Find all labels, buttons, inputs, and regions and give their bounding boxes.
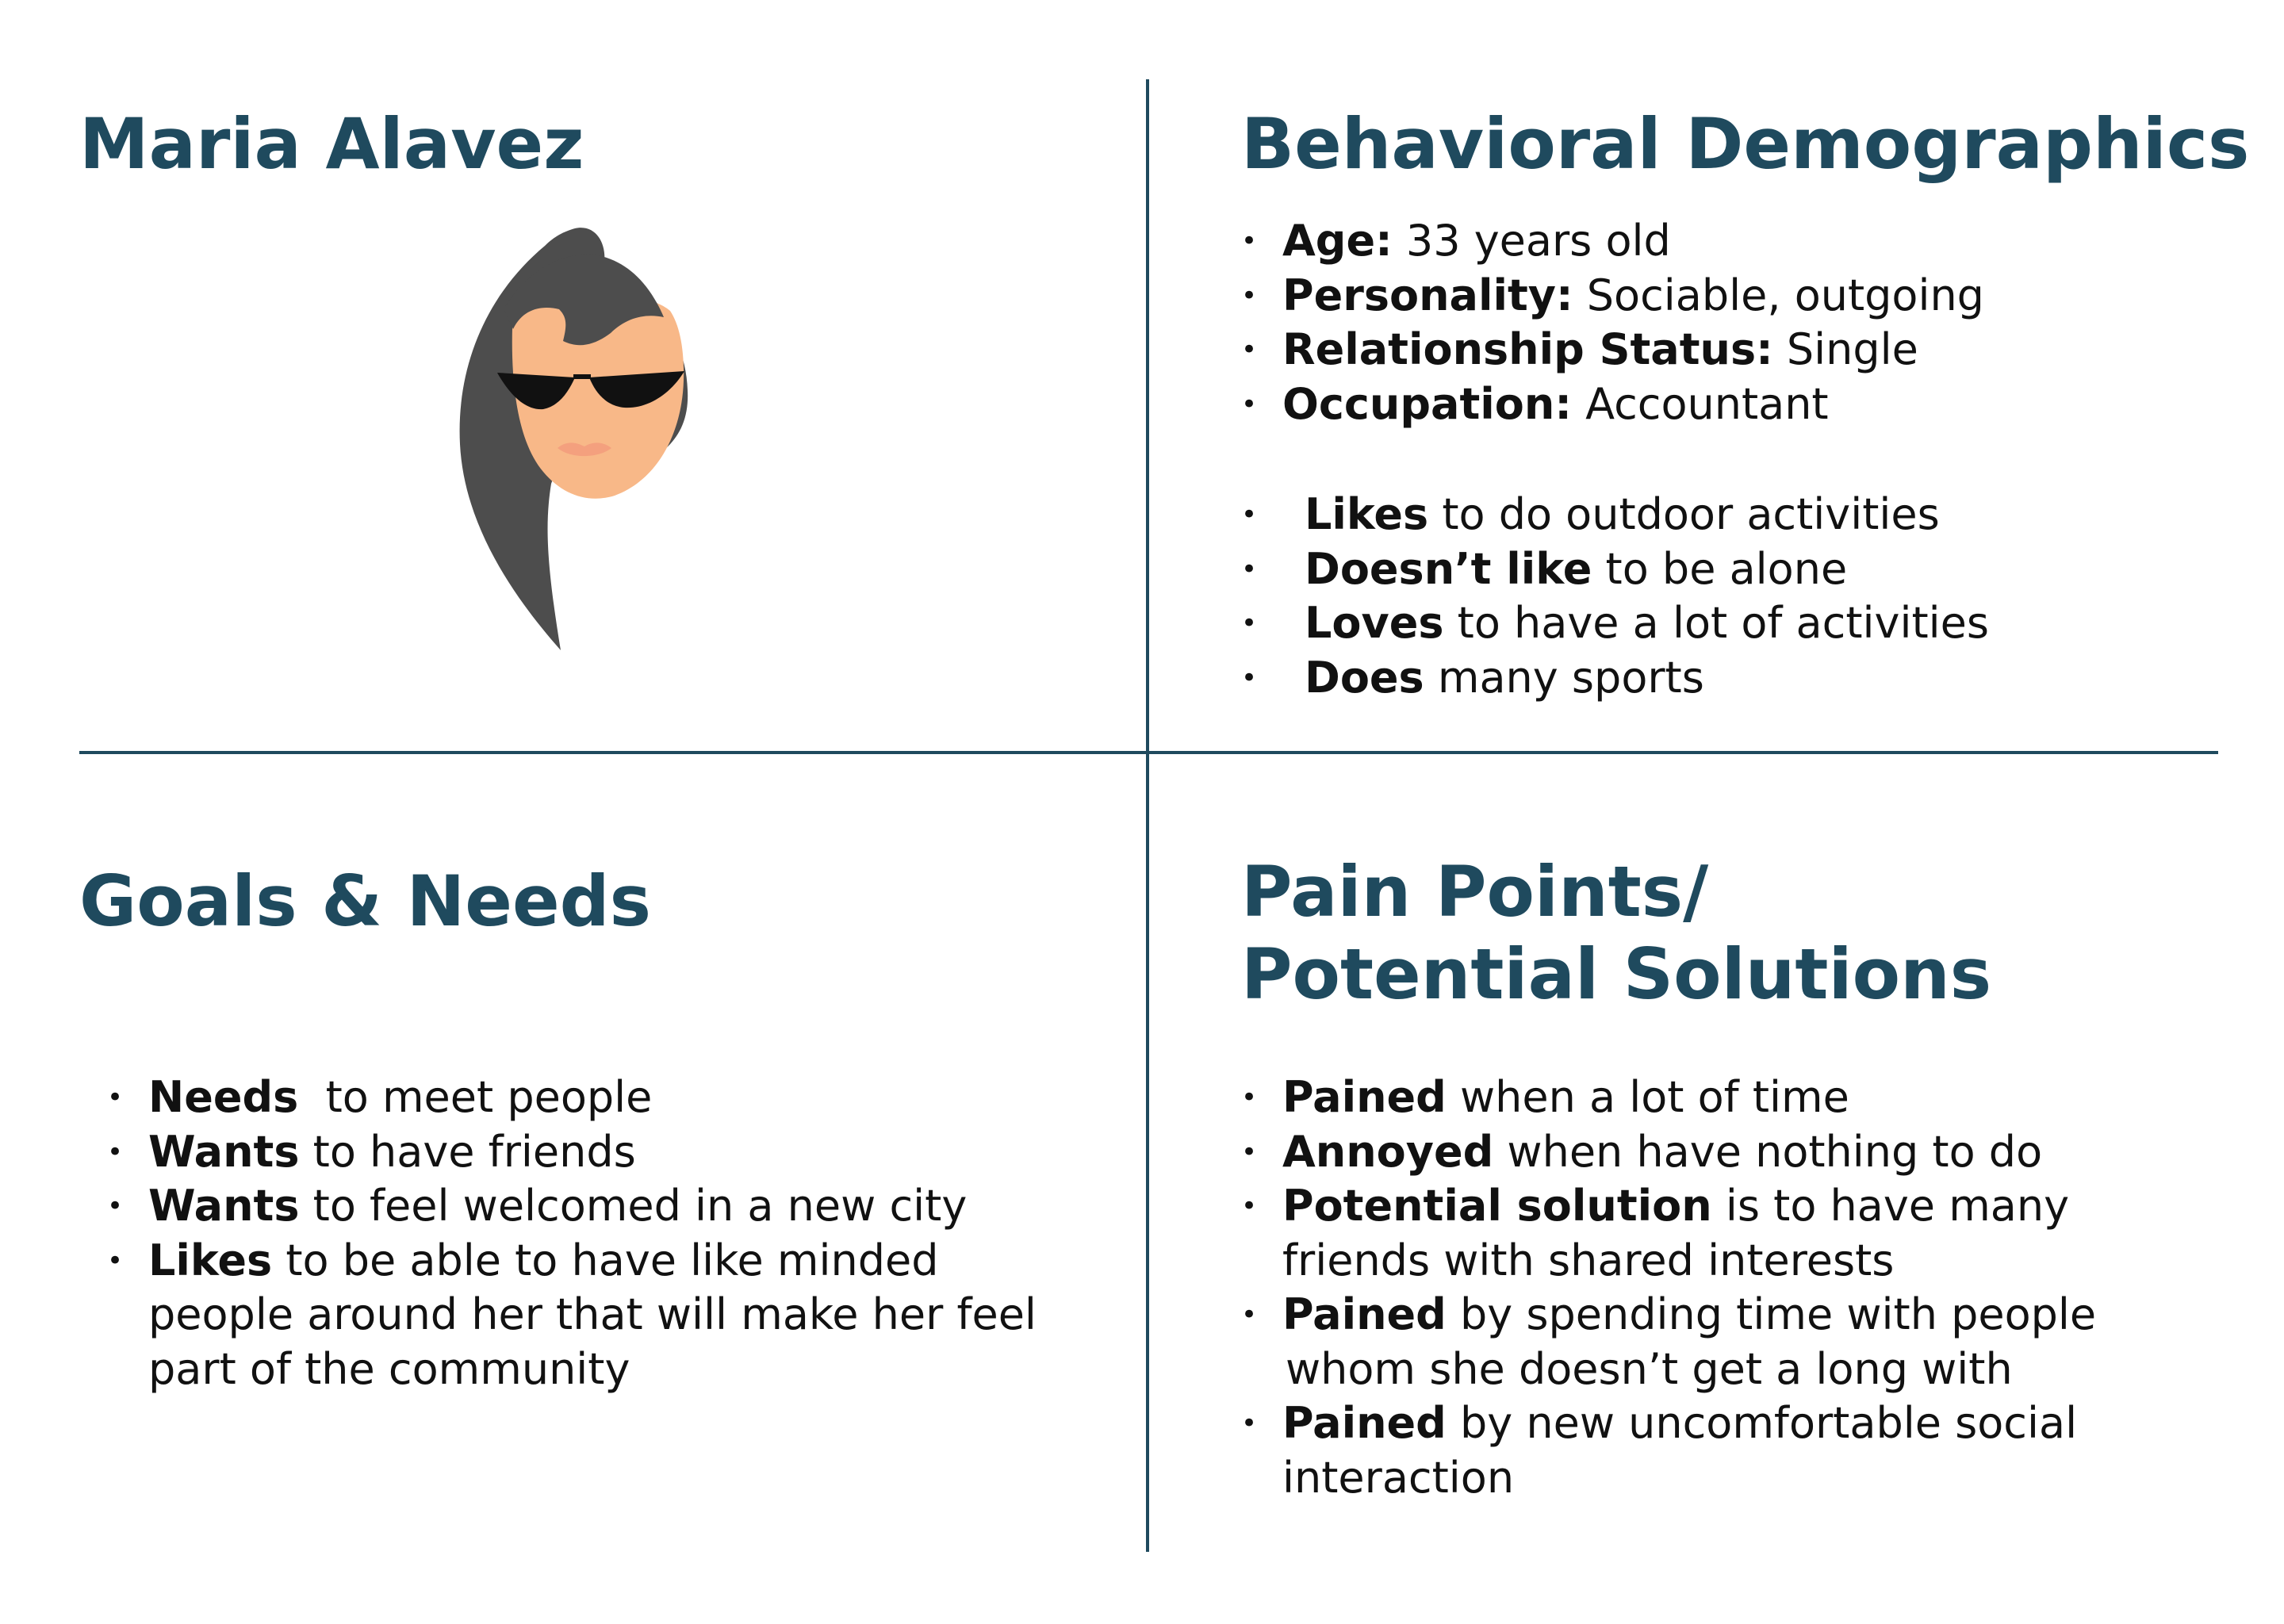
list-item: Likes to do outdoor activities bbox=[1241, 488, 1989, 542]
demographics-behaviors-list: Likes to do outdoor activities Doesn’t l… bbox=[1241, 488, 1989, 705]
list-item: Personality: Sociable, outgoing bbox=[1241, 269, 1984, 324]
list-item: Occupation: Accountant bbox=[1241, 377, 1984, 432]
list-item: Pained by spending time with people whom… bbox=[1241, 1288, 2096, 1396]
persona-name: Maria Alavez bbox=[79, 103, 584, 185]
list-item: Loves to have a lot of activities bbox=[1241, 596, 1989, 651]
avatar-hair-fringe bbox=[504, 255, 664, 346]
list-item: Relationship Status: Single bbox=[1241, 323, 1984, 377]
avatar-face bbox=[512, 294, 684, 499]
goals-title: Goals & Needs bbox=[79, 860, 652, 942]
list-item: Annoyed when have nothing to do bbox=[1241, 1125, 2096, 1180]
list-item: Wants to have friends bbox=[107, 1125, 1037, 1180]
list-item: Doesn’t like to be alone bbox=[1241, 542, 1989, 597]
list-item-continuation: friends with shared interests bbox=[1282, 1235, 1895, 1285]
list-item-continuation: whom she doesn’t get a long with bbox=[1286, 1343, 2013, 1394]
list-item: Likes to be able to have like minded peo… bbox=[107, 1234, 1037, 1397]
list-item: Age: 33 years old bbox=[1241, 214, 1984, 269]
pain-points-title-line1: Pain Points/ bbox=[1241, 851, 1709, 933]
list-item-continuation: people around her that will make her fee… bbox=[148, 1289, 1037, 1339]
demographics-facts-list: Age: 33 years old Personality: Sociable,… bbox=[1241, 214, 1984, 431]
list-item: Needs to meet people bbox=[107, 1071, 1037, 1125]
pain-points-title-line2: Potential Solutions bbox=[1241, 933, 1992, 1015]
list-item: Pained when a lot of time bbox=[1241, 1071, 2096, 1125]
persona-avatar-icon bbox=[459, 228, 688, 650]
list-item: Pained by new uncomfortable social inter… bbox=[1241, 1396, 2096, 1505]
list-item: Potential solution is to have many frien… bbox=[1241, 1179, 2096, 1288]
pain-points-list: Pained when a lot of time Annoyed when h… bbox=[1241, 1071, 2096, 1505]
horizontal-divider bbox=[79, 751, 2218, 754]
sunglasses-icon bbox=[497, 371, 684, 410]
vertical-divider bbox=[1146, 79, 1149, 1552]
avatar-lips bbox=[558, 442, 611, 457]
list-item: Wants to feel welcomed in a new city bbox=[107, 1179, 1037, 1234]
goals-list: Needs to meet people Wants to have frien… bbox=[107, 1071, 1037, 1396]
pain-points-title: Pain Points/ Potential Solutions bbox=[1241, 851, 1991, 1016]
list-item-continuation: interaction bbox=[1282, 1452, 1515, 1503]
list-item-continuation: part of the community bbox=[148, 1343, 630, 1394]
list-item: Does many sports bbox=[1241, 651, 1989, 706]
demographics-title: Behavioral Demographics bbox=[1241, 103, 2250, 185]
